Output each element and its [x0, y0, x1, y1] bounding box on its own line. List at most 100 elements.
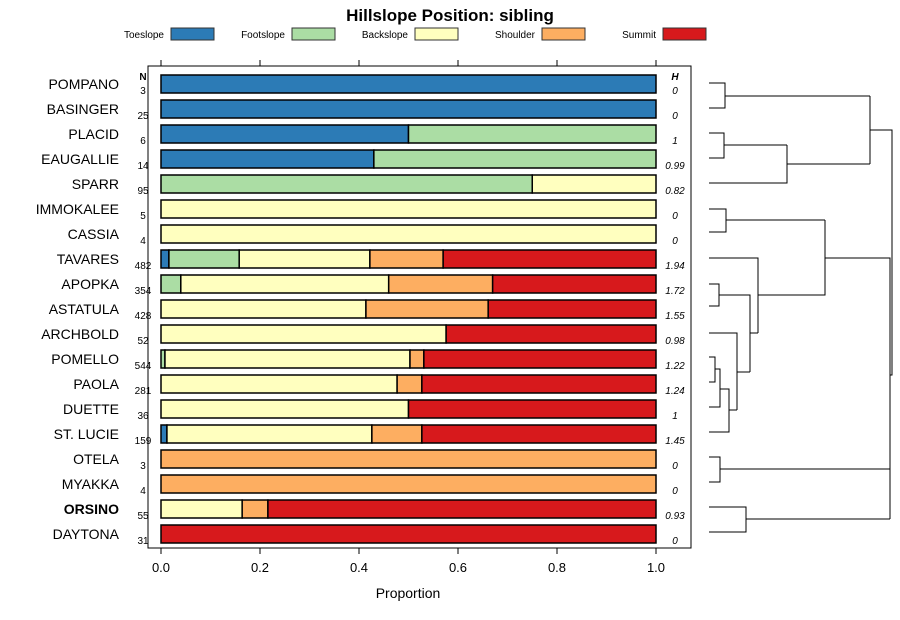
bar-segment-backslope — [160, 299, 367, 319]
bar-segment-toeslope — [160, 249, 170, 269]
n-value: 25 — [137, 111, 149, 122]
n-value: 159 — [135, 436, 152, 447]
row-label: IMMOKALEE — [36, 201, 119, 217]
row-label: EAUGALLIE — [41, 151, 119, 167]
h-value: 0 — [672, 111, 678, 122]
h-value: 1 — [672, 411, 678, 422]
x-tick-label: 0.6 — [449, 560, 467, 575]
row-label: PLACID — [68, 126, 119, 142]
row-label: ORSINO — [64, 501, 119, 517]
legend-label: Shoulder — [495, 30, 536, 41]
h-value: 0 — [672, 461, 678, 472]
bar-segment-shoulder — [409, 349, 425, 369]
row-label: DUETTE — [63, 401, 119, 417]
x-tick-label: 1.0 — [647, 560, 665, 575]
h-value: 0 — [672, 86, 678, 97]
dendrogram — [709, 82, 893, 533]
x-tick-label: 0.4 — [350, 560, 368, 575]
h-value: 0 — [672, 236, 678, 247]
bar-segment-backslope — [531, 174, 657, 194]
h-value: 0 — [672, 211, 678, 222]
n-value: 95 — [137, 186, 149, 197]
bar-segment-summit — [160, 524, 657, 544]
h-value: 0 — [672, 486, 678, 497]
bar-segment-shoulder — [160, 474, 657, 494]
h-value: 0.98 — [665, 336, 685, 347]
bar-segment-backslope — [238, 249, 371, 269]
bar-segment-shoulder — [241, 499, 269, 519]
h-value: 1.55 — [665, 311, 685, 322]
row-label: POMPANO — [48, 76, 119, 92]
bar-segment-footslope — [373, 149, 657, 169]
bar-segment-backslope — [164, 349, 411, 369]
bar-segment-backslope — [160, 374, 398, 394]
legend: Toeslope Footslope Backslope Shoulder Summit — [124, 27, 707, 41]
bar-segment-toeslope — [160, 424, 168, 444]
bar-segment-backslope — [160, 199, 657, 219]
bar-segment-toeslope — [160, 74, 657, 94]
row-label: BASINGER — [47, 101, 119, 117]
bar-segment-summit — [445, 324, 657, 344]
row-label: CASSIA — [68, 226, 120, 242]
x-axis-label: Proportion — [376, 585, 441, 601]
n-value: 3 — [140, 86, 146, 97]
n-value: 544 — [135, 361, 152, 372]
bar-segment-footslope — [168, 249, 240, 269]
bar-segment-summit — [491, 274, 657, 294]
dendrogram-branch — [709, 208, 891, 519]
n-value: 281 — [135, 386, 152, 397]
bar-segment-toeslope — [160, 124, 410, 144]
x-tick-label: 0.2 — [251, 560, 269, 575]
row-label: TAVARES — [57, 251, 119, 267]
n-value: 52 — [137, 336, 149, 347]
bar-segment-footslope — [407, 124, 657, 144]
bar-segment-toeslope — [160, 149, 375, 169]
dendrogram-branch — [709, 456, 890, 533]
bar-segment-shoulder — [160, 449, 657, 469]
n-value: 14 — [137, 161, 149, 172]
row-label: MYAKKA — [62, 476, 120, 492]
bar-segment-backslope — [166, 424, 373, 444]
bar-segment-summit — [421, 424, 657, 444]
n-value: 31 — [137, 536, 149, 547]
bar-segment-summit — [267, 499, 657, 519]
bar-segment-backslope — [160, 499, 243, 519]
row-label: DAYTONA — [53, 526, 120, 542]
x-axis: 0.0 0.2 0.4 0.6 0.8 1.0 — [152, 60, 665, 575]
h-value: 1.94 — [665, 261, 685, 272]
legend-swatch — [291, 27, 336, 41]
bar-segment-shoulder — [369, 249, 444, 269]
row-label: ASTATULA — [49, 301, 120, 317]
row-label: ARCHBOLD — [41, 326, 119, 342]
row-label: PAOLA — [73, 376, 119, 392]
bar-segment-shoulder — [387, 274, 494, 294]
n-value: 428 — [135, 311, 152, 322]
plot-frame — [147, 65, 692, 549]
n-value: 4 — [140, 236, 146, 247]
n-value: 4 — [140, 486, 146, 497]
h-header: H — [671, 72, 679, 83]
h-value: 0.82 — [665, 186, 685, 197]
bar-segment-summit — [423, 349, 657, 369]
bar-segment-shoulder — [396, 374, 423, 394]
bar-segment-summit — [487, 299, 657, 319]
x-tick-label: 0.0 — [152, 560, 170, 575]
n-header: N — [139, 72, 146, 83]
h-value: 0.99 — [665, 161, 685, 172]
legend-swatch — [541, 27, 586, 41]
bar-segment-backslope — [160, 324, 447, 344]
n-value: 36 — [137, 411, 149, 422]
h-value: 0.93 — [665, 511, 685, 522]
row-label: POMELLO — [51, 351, 119, 367]
row-label: ST. LUCIE — [54, 426, 119, 442]
row-label: APOPKA — [61, 276, 119, 292]
bar-segment-summit — [442, 249, 657, 269]
legend-label: Footslope — [241, 30, 285, 41]
bar-segment-shoulder — [365, 299, 489, 319]
h-value: 1.72 — [665, 286, 685, 297]
row-label: OTELA — [73, 451, 120, 467]
bar-segment-footslope — [160, 174, 533, 194]
